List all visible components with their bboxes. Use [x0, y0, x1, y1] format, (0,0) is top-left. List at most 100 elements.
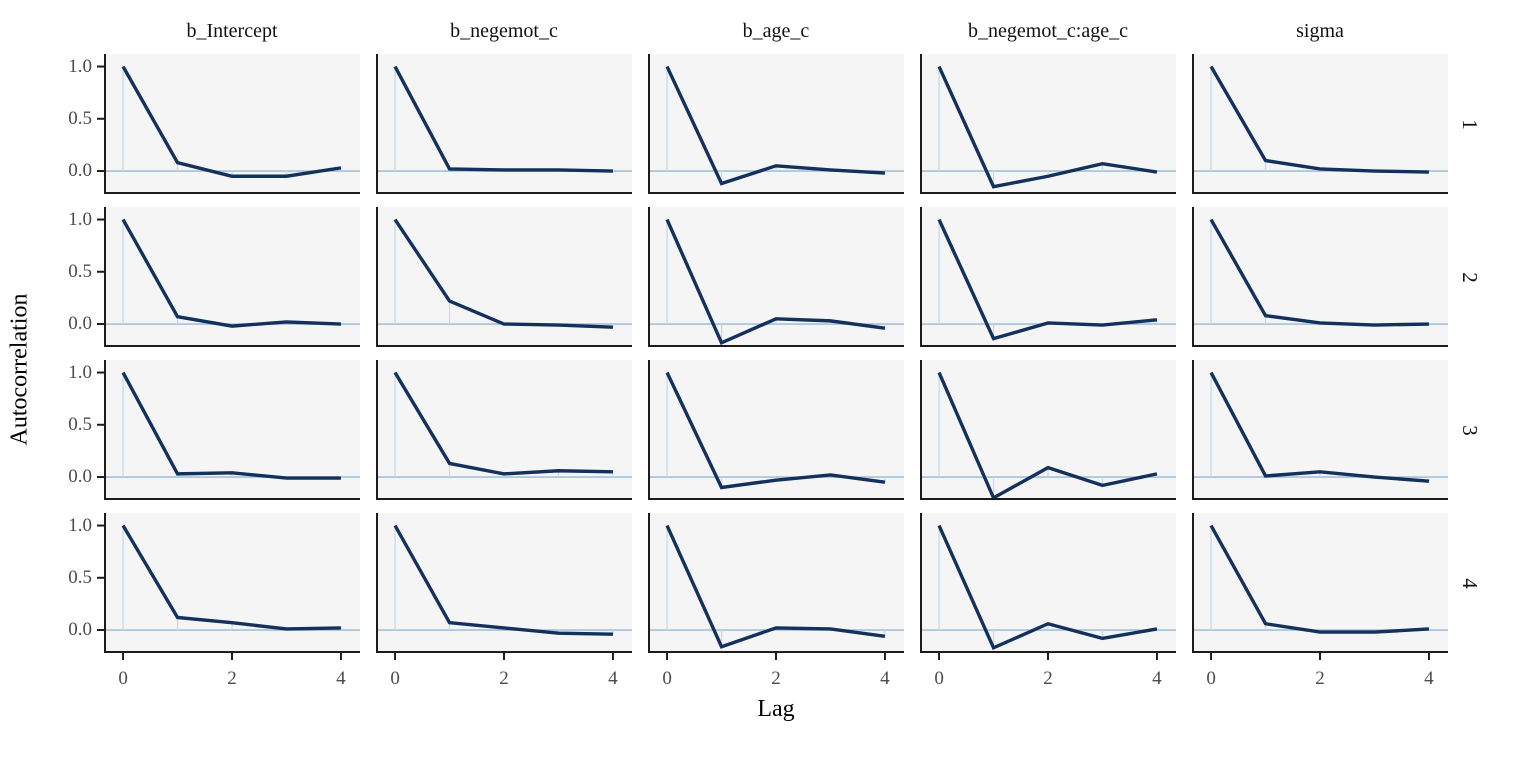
facet-column-titles-row: b_Intercept b_negemot_c b_age_c b_negemot_c…	[0, 0, 1536, 54]
acf-plot-sigma-chain-1	[1192, 54, 1448, 194]
right-strip-spacer	[1448, 666, 1490, 696]
acf-plot-b_negemot_c-chain-1	[376, 54, 632, 194]
panel-b_negemot_c:age_c-chain-4	[920, 513, 1176, 660]
facet-row-strip-1: 1	[1448, 54, 1490, 194]
panel-sigma-chain-3	[1192, 360, 1448, 500]
panel-b_negemot_c:age_c-chain-3	[920, 360, 1176, 501]
x-tick-label: 4	[880, 668, 890, 689]
panel-b_Intercept-chain-3	[97, 360, 360, 500]
panel-b_negemot_c:age_c-chain-1	[920, 54, 1176, 194]
panel-b_negemot_c-chain-1	[376, 54, 632, 194]
panel-sigma-chain-2	[1192, 207, 1448, 347]
y-tick-label: 0.0	[68, 466, 92, 487]
facet-column-title-cell: sigma	[1192, 8, 1448, 54]
x-tick-label: 2	[499, 668, 509, 689]
acf-plot-b_negemot_c:age_c-chain-4	[920, 513, 1176, 660]
x-tick-label: 2	[1315, 668, 1325, 689]
x-tick-label: 4	[1424, 668, 1434, 689]
acf-plot-b_Intercept-chain-2	[97, 207, 360, 347]
facet-row-strip-4: 4	[1448, 513, 1490, 653]
facet-row-label: 4	[1457, 577, 1482, 589]
x-tick-label: 0	[118, 668, 128, 689]
acf-plot-b_Intercept-chain-1	[97, 54, 360, 194]
facet-row-strip-2: 2	[1448, 207, 1490, 347]
x-axis-title-container: Lag	[104, 696, 1448, 736]
acf-plot-b_age_c-chain-1	[648, 54, 904, 194]
acf-plot-b_negemot_c:age_c-chain-1	[920, 54, 1176, 194]
x-tick-label: 4	[608, 668, 618, 689]
y-tick-label: 1.0	[68, 55, 92, 77]
left-gutter	[0, 8, 104, 54]
x-tick-labels-sigma: 0 2 4	[1192, 666, 1448, 696]
facet-column-title-cell: b_age_c	[648, 8, 904, 54]
facet-column-title: b_negemot_c	[450, 19, 558, 42]
panel-b_negemot_c:age_c-chain-2	[920, 207, 1176, 347]
left-gutter	[0, 666, 104, 696]
chain-row-2: 1.0 0.5 0.0 2	[0, 207, 1536, 347]
x-tick-label: 0	[934, 668, 944, 689]
right-strip-spacer	[1448, 8, 1490, 54]
facet-grid: b_Intercept b_negemot_c b_age_c b_negemot_c…	[0, 0, 1536, 736]
x-tick-label: 2	[771, 668, 781, 689]
panel-b_negemot_c-chain-2	[376, 207, 632, 347]
x-tick-label: 2	[1043, 668, 1053, 689]
y-axis-tick-labels: 1.0 0.5 0.0	[0, 513, 104, 653]
facet-row-strip-3: 3	[1448, 360, 1490, 500]
x-tick-labels-b_age_c: 0 2 4	[648, 666, 904, 696]
chain-row-4: 1.0 0.5 0.0 4	[0, 513, 1536, 660]
panel-b_age_c-chain-4	[648, 513, 904, 660]
panel-b_Intercept-chain-1	[97, 54, 360, 194]
panel-sigma-chain-1	[1192, 54, 1448, 194]
x-tick-label: 4	[1152, 668, 1162, 689]
x-tick-labels-b_negemot_c: 0 2 4	[376, 666, 632, 696]
y-tick-label: 0.0	[68, 160, 92, 181]
facet-panels: 1.0 0.5 0.0 1 1.0 0.5 0.0 2 1.0 0.5 0.0 3 1.0 0.5 0.0 4	[0, 54, 1536, 660]
y-tick-label: 0.5	[68, 413, 92, 435]
acf-plot-sigma-chain-4	[1192, 513, 1448, 660]
y-axis-tick-labels: 1.0 0.5 0.0	[0, 360, 104, 500]
facet-column-title-cell: b_Intercept	[104, 8, 360, 54]
x-axis-title: Lag	[757, 696, 795, 722]
x-tick-label: 0	[662, 668, 672, 689]
x-tick-labels-b_Intercept: 0 2 4	[104, 666, 360, 696]
acf-plot-b_negemot_c:age_c-chain-2	[920, 207, 1176, 347]
acf-plot-sigma-chain-2	[1192, 207, 1448, 347]
facet-row-label: 1	[1457, 118, 1482, 130]
acf-plot-b_negemot_c:age_c-chain-3	[920, 360, 1176, 501]
x-tick-labels-b_negemot_c:age_c: 0 2 4	[920, 666, 1176, 696]
acf-plot-b_Intercept-chain-4	[97, 513, 360, 660]
panel-b_age_c-chain-3	[648, 360, 904, 500]
acf-plot-b_negemot_c-chain-3	[376, 360, 632, 500]
y-tick-label: 0.5	[68, 566, 92, 588]
panel-b_negemot_c-chain-3	[376, 360, 632, 500]
x-tick-label: 2	[227, 668, 237, 689]
facet-column-title: b_age_c	[742, 19, 810, 42]
facet-row-label: 2	[1457, 271, 1482, 283]
panel-b_negemot_c-chain-4	[376, 513, 632, 660]
facet-column-title: b_Intercept	[186, 19, 278, 42]
facet-column-title: b_negemot_c:age_c	[968, 19, 1128, 42]
chain-row-3: 1.0 0.5 0.0 3	[0, 360, 1536, 501]
panel-b_Intercept-chain-4	[97, 513, 360, 660]
acf-plot-sigma-chain-3	[1192, 360, 1448, 500]
y-tick-label: 0.5	[68, 107, 92, 129]
y-axis-tick-labels: 1.0 0.5 0.0	[0, 207, 104, 347]
x-tick-label: 4	[336, 668, 346, 689]
y-tick-label: 0.0	[68, 619, 92, 640]
panel-sigma-chain-4	[1192, 513, 1448, 660]
x-tick-label: 0	[1206, 668, 1216, 689]
facet-column-title-cell: b_negemot_c:age_c	[920, 8, 1176, 54]
y-tick-label: 0.5	[68, 260, 92, 282]
acf-plot-b_Intercept-chain-3	[97, 360, 360, 500]
panel-b_Intercept-chain-2	[97, 207, 360, 347]
facet-column-title: sigma	[1296, 19, 1344, 42]
facet-row-label: 3	[1457, 424, 1482, 436]
acf-plot-b_negemot_c-chain-4	[376, 513, 632, 660]
panel-b_age_c-chain-2	[648, 207, 904, 347]
y-axis-tick-labels: 1.0 0.5 0.0	[0, 54, 104, 194]
panel-b_age_c-chain-1	[648, 54, 904, 194]
acf-plot-b_age_c-chain-4	[648, 513, 904, 660]
facet-column-title-cell: b_negemot_c	[376, 8, 632, 54]
y-tick-label: 1.0	[68, 208, 92, 230]
